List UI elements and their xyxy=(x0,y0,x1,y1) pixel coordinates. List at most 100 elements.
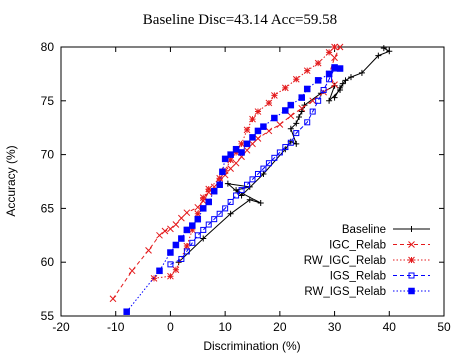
x-tick-label: -10 xyxy=(107,320,125,334)
data-point xyxy=(205,198,212,206)
x-tick-label: 10 xyxy=(218,320,232,334)
data-point xyxy=(246,196,253,203)
data-point xyxy=(287,101,295,109)
data-point xyxy=(233,192,240,199)
data-point xyxy=(325,70,333,78)
data-point xyxy=(167,249,174,256)
series-line xyxy=(153,46,335,279)
chart-title: Baseline Disc=43.14 Acc=59.58 xyxy=(143,12,337,28)
legend-marker xyxy=(408,241,415,248)
legend-marker xyxy=(408,226,415,232)
legend-label: IGS_Relab xyxy=(330,271,386,283)
data-point xyxy=(238,140,245,148)
y-axis-label: Accuracy (%) xyxy=(4,145,18,216)
data-point xyxy=(380,45,387,52)
data-point xyxy=(254,127,262,135)
data-point xyxy=(194,203,202,211)
data-point xyxy=(282,107,289,114)
data-point xyxy=(303,67,311,75)
data-point xyxy=(276,121,284,128)
data-point xyxy=(315,97,322,104)
data-point xyxy=(200,205,207,212)
data-point xyxy=(339,80,346,87)
data-point xyxy=(205,185,213,193)
data-point xyxy=(386,48,393,55)
legend: Baseline IGC_Relab RW_IGC_Relab IGS_Relab RW… xyxy=(304,224,430,298)
data-point xyxy=(293,140,300,147)
data-point xyxy=(227,198,234,205)
data-point xyxy=(331,43,338,51)
data-point xyxy=(183,242,191,250)
data-point xyxy=(205,221,212,228)
data-point xyxy=(219,168,226,176)
data-point xyxy=(224,180,231,187)
data-point xyxy=(287,125,294,132)
data-point xyxy=(287,112,295,120)
data-point xyxy=(298,108,305,115)
data-point xyxy=(257,200,264,207)
data-point xyxy=(200,235,207,242)
data-point xyxy=(292,75,300,83)
data-point xyxy=(293,120,300,127)
legend-marker xyxy=(408,287,415,295)
data-point xyxy=(199,194,207,201)
data-point xyxy=(342,77,349,84)
data-point xyxy=(188,226,196,234)
data-point xyxy=(222,205,229,212)
data-point xyxy=(194,215,202,223)
data-point xyxy=(178,255,185,262)
data-point xyxy=(287,139,294,146)
data-point xyxy=(232,159,240,167)
legend-marker xyxy=(408,256,415,264)
data-point xyxy=(227,165,234,172)
data-point xyxy=(271,114,278,122)
series-line xyxy=(126,66,341,313)
y-tick-label: 65 xyxy=(41,201,55,215)
x-axis-label: Discrimination (%) xyxy=(203,339,300,353)
data-point xyxy=(254,108,262,115)
data-point xyxy=(254,170,261,177)
data-point xyxy=(260,170,267,177)
data-point xyxy=(282,144,289,151)
data-point xyxy=(281,84,289,92)
data-point xyxy=(244,181,251,188)
data-point xyxy=(336,43,344,51)
data-point xyxy=(249,176,256,183)
data-point xyxy=(260,123,267,130)
data-point xyxy=(254,135,262,142)
data-point xyxy=(178,235,185,242)
data-point xyxy=(128,267,136,275)
data-point xyxy=(249,115,256,123)
data-point xyxy=(123,308,130,315)
data-point xyxy=(265,160,272,167)
data-point xyxy=(249,140,256,148)
y-tick-label: 55 xyxy=(41,309,55,323)
legend-label: Baseline xyxy=(342,224,386,236)
data-point xyxy=(331,54,338,62)
data-point xyxy=(156,231,163,239)
data-point xyxy=(183,209,191,217)
data-point xyxy=(238,187,245,194)
data-point xyxy=(227,210,234,217)
x-tick-label: 20 xyxy=(273,320,287,334)
data-point xyxy=(156,267,163,275)
data-point xyxy=(304,119,311,126)
data-point xyxy=(320,87,327,94)
data-point xyxy=(227,151,234,158)
data-point xyxy=(331,81,338,89)
data-point xyxy=(194,232,201,239)
data-point xyxy=(375,52,382,59)
data-point xyxy=(358,69,365,76)
data-point xyxy=(189,222,196,229)
data-point xyxy=(331,64,338,71)
series-layer xyxy=(109,43,393,315)
data-point xyxy=(167,272,174,280)
series-igs-relab xyxy=(167,65,344,268)
x-tick-label: 0 xyxy=(167,320,174,334)
data-point xyxy=(161,227,169,235)
y-tick-label: 70 xyxy=(41,148,55,162)
data-point xyxy=(227,156,234,164)
data-point xyxy=(172,266,180,274)
data-point xyxy=(172,221,180,228)
data-point xyxy=(216,174,224,182)
